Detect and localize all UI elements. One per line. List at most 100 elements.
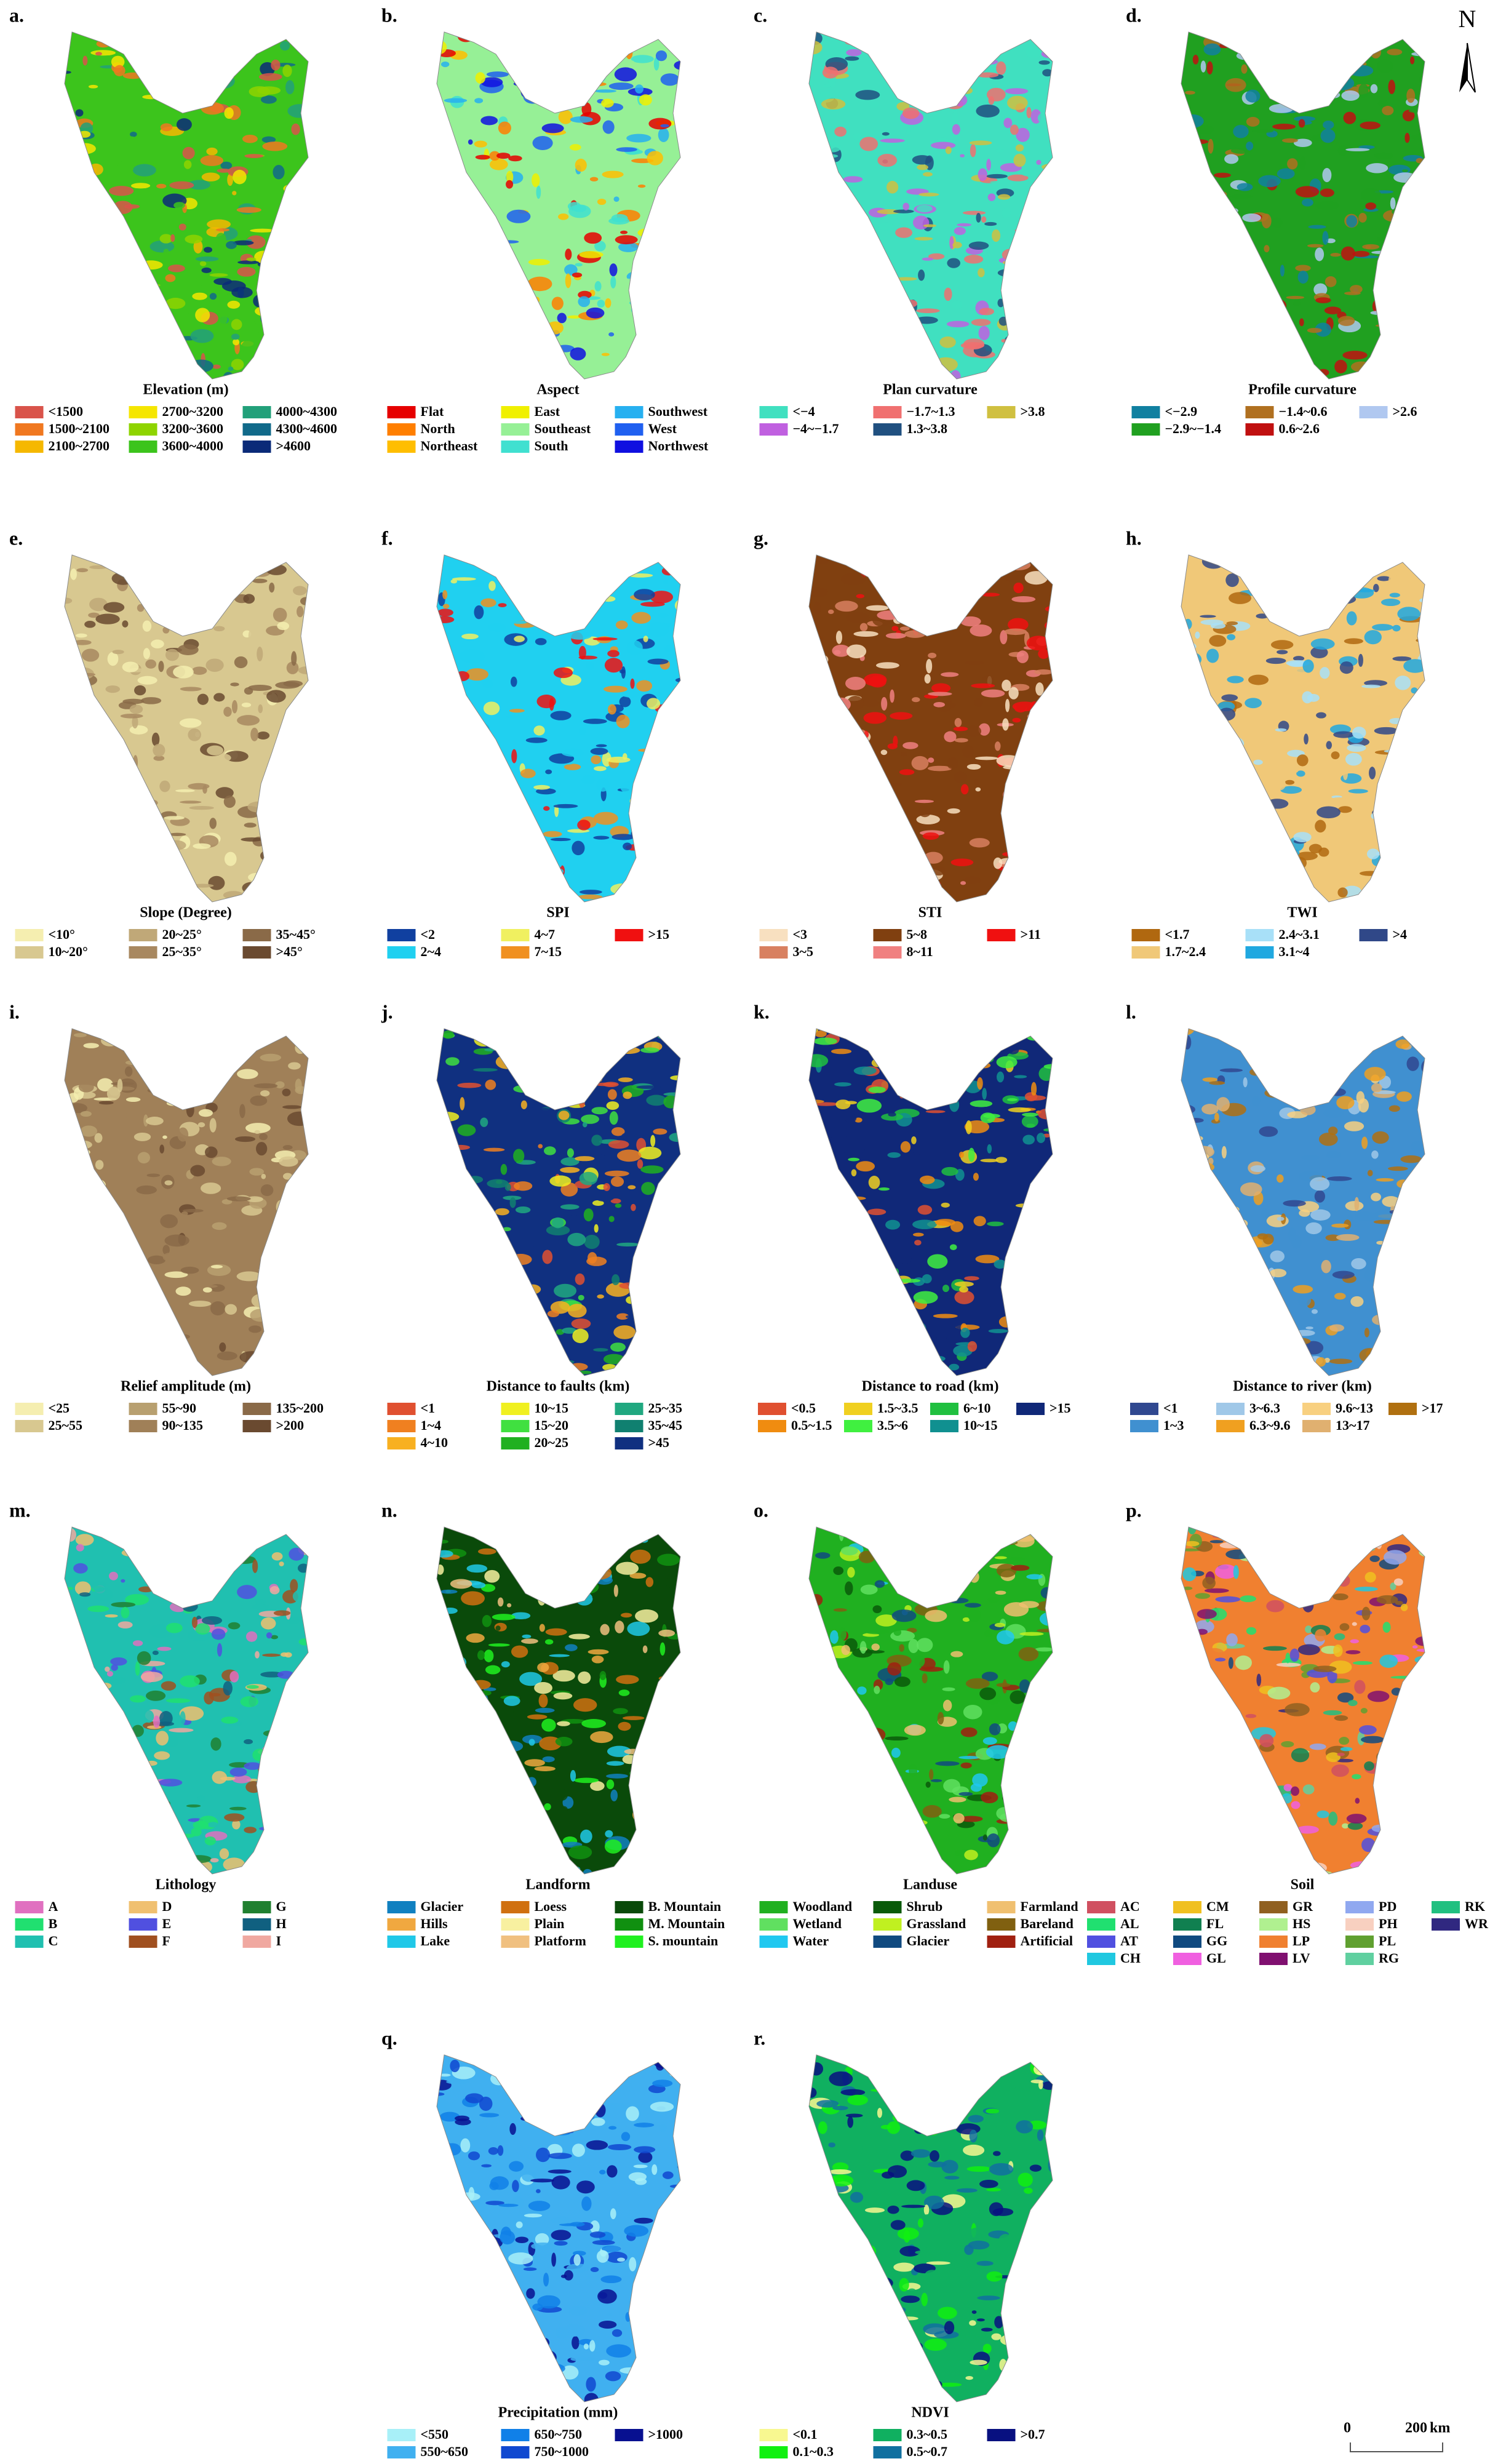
map-patch	[553, 1531, 572, 1541]
map-patch	[474, 1837, 490, 1841]
map-patch	[941, 1167, 958, 1176]
map-patch	[1322, 619, 1328, 622]
map-patch	[455, 2116, 469, 2121]
map-patch	[1240, 1182, 1262, 1197]
map-patch	[570, 2222, 584, 2227]
map-patch	[305, 239, 321, 251]
map-patch	[610, 1342, 626, 1352]
map-patch	[1388, 1166, 1408, 1171]
map-patch	[1199, 1163, 1214, 1171]
map-patch	[506, 2364, 517, 2375]
map-patch	[1277, 1319, 1292, 1331]
map-patch	[650, 2324, 666, 2328]
map-patch	[981, 1112, 995, 1123]
map-patch	[653, 807, 661, 813]
map-patch	[630, 862, 646, 877]
map-patch	[1245, 90, 1260, 103]
map-patch	[268, 1849, 289, 1861]
legend-title: Aspect	[536, 382, 579, 398]
map-patch	[623, 843, 632, 850]
map-patch	[212, 1771, 227, 1784]
map-patch	[1179, 660, 1192, 671]
map-patch	[1253, 351, 1265, 362]
map-patch	[127, 1323, 146, 1327]
map-patch	[632, 1531, 653, 1539]
map-patch	[524, 2267, 537, 2271]
map-patch	[963, 1523, 970, 1536]
map-patch	[845, 298, 855, 311]
map-patch	[1333, 1271, 1355, 1279]
map-patch	[594, 69, 606, 82]
map-patch	[488, 1266, 500, 1279]
map-patch	[675, 821, 687, 836]
map-patch	[1296, 1595, 1304, 1605]
map-patch	[1417, 1649, 1437, 1653]
map-patch	[1036, 831, 1050, 839]
map-patch	[73, 143, 96, 154]
map-patch	[658, 1630, 675, 1637]
map-patch	[1355, 1197, 1360, 1211]
map-patch	[1281, 1741, 1294, 1747]
map-patch	[1400, 240, 1415, 247]
map-patch	[281, 221, 293, 232]
map-patch	[476, 1198, 486, 1211]
map-patch	[938, 1712, 944, 1724]
map-patch	[208, 1822, 218, 1827]
map-patch	[54, 325, 76, 329]
map-patch	[923, 2110, 933, 2122]
map-patch	[1324, 1586, 1329, 1597]
map-patch	[225, 575, 229, 581]
map-patch	[1295, 265, 1310, 271]
map-patch	[468, 1307, 480, 1310]
map-patch	[1288, 1338, 1310, 1345]
map-patch	[544, 1564, 565, 1571]
legend-swatch	[615, 2429, 643, 2441]
map-patch	[108, 1706, 116, 1711]
map-patch	[1388, 1294, 1411, 1299]
map-patch	[105, 316, 129, 330]
map-patch	[215, 547, 239, 555]
map-patch	[130, 725, 148, 735]
map-patch	[1235, 325, 1245, 331]
map-patch	[1034, 373, 1053, 384]
map-patch	[163, 1045, 180, 1059]
map-patch	[845, 1319, 867, 1326]
map-patch	[1329, 1324, 1344, 1331]
map-patch	[677, 89, 691, 95]
map-patch	[1394, 1579, 1403, 1586]
map-patch	[249, 1168, 264, 1175]
map-patch	[964, 876, 981, 884]
map-patch	[818, 559, 829, 564]
map-patch	[480, 285, 487, 294]
map-patch	[1010, 1691, 1025, 1704]
map-patch	[933, 1314, 958, 1318]
map-patch	[210, 293, 217, 300]
map-patch	[174, 1352, 193, 1362]
map-patch	[671, 868, 686, 882]
map-patch	[1207, 298, 1220, 306]
map-patch	[1259, 1126, 1278, 1137]
map-patch	[947, 618, 957, 623]
map-patch	[143, 325, 154, 330]
map-patch	[1342, 1823, 1349, 1828]
map-patch	[1022, 1135, 1035, 1145]
map-patch	[474, 1033, 493, 1047]
map-patch	[564, 2270, 573, 2281]
map-patch	[927, 1254, 947, 1269]
map-patch	[988, 1298, 998, 1307]
map-patch	[217, 1561, 239, 1565]
map-patch	[283, 1145, 293, 1150]
map-patch	[947, 321, 969, 327]
map-patch	[297, 606, 304, 617]
map-patch	[970, 144, 976, 157]
map-patch	[997, 1564, 1017, 1577]
map-patch	[501, 240, 519, 243]
legend-label: 135~200	[276, 1400, 324, 1416]
map-patch	[1217, 745, 1232, 759]
map-patch	[1225, 331, 1239, 341]
map-patch	[282, 65, 292, 77]
map-patch	[887, 1040, 899, 1048]
map-patch	[164, 249, 169, 255]
map-patch	[1026, 45, 1042, 58]
map-patch	[472, 723, 491, 731]
